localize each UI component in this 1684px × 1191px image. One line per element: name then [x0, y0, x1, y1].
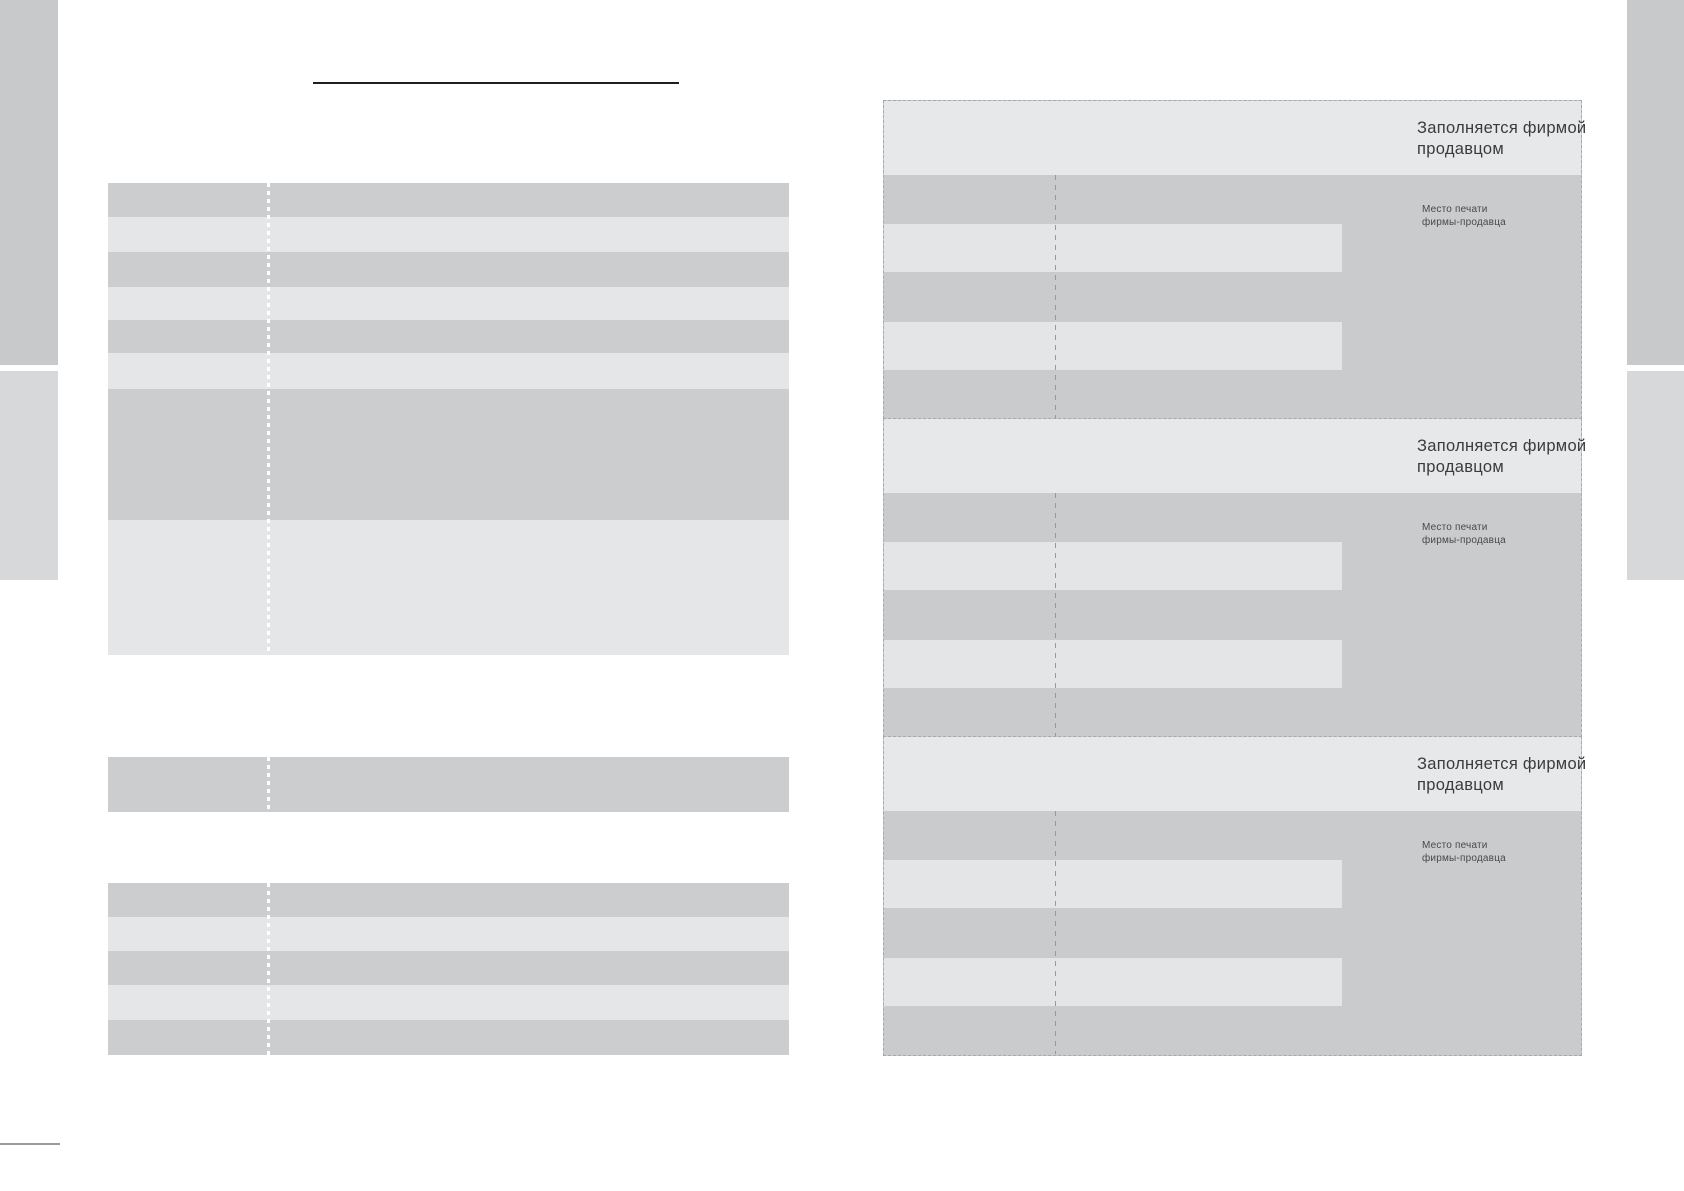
table-row-tall — [108, 520, 789, 655]
coupon-body: Место печати фирмы-продавца — [884, 493, 1581, 736]
title-underline — [313, 82, 679, 84]
table-row — [108, 985, 789, 1020]
table-row-tall — [108, 389, 789, 520]
coupon-blank-field — [884, 640, 1342, 688]
coupon-fill-label: Заполняется фирмой продавцом — [1417, 436, 1586, 478]
coupon-body: Место печати фирмы-продавца — [884, 811, 1581, 1054]
table-row — [108, 883, 789, 917]
stamp-place-label: Место печати фирмы-продавца — [1422, 839, 1506, 865]
stamp-place-label: Место печати фирмы-продавца — [1422, 203, 1506, 229]
right-edge-band-bottom — [1627, 371, 1684, 580]
fill-label-line2: продавцом — [1417, 140, 1504, 158]
coupon-blank-field — [884, 958, 1342, 1006]
table-column-divider — [267, 883, 270, 1055]
table-row — [108, 320, 789, 353]
table-row — [108, 217, 789, 252]
form-table-main — [108, 183, 789, 655]
coupon-header: Заполняется фирмой продавцом — [884, 419, 1586, 493]
table-row — [108, 951, 789, 985]
table-row — [108, 183, 789, 217]
table-row — [108, 287, 789, 320]
coupon-body: Место печати фирмы-продавца — [884, 175, 1581, 418]
coupon-blank-field — [884, 542, 1342, 590]
coupon-fill-label: Заполняется фирмой продавцом — [1417, 118, 1586, 160]
warranty-coupon-1: Заполняется фирмой продавцом Место печат… — [883, 100, 1586, 419]
coupon-header: Заполняется фирмой продавцом — [884, 101, 1586, 175]
table-row — [108, 353, 789, 389]
stamp-label-line1: Место печати — [1422, 204, 1488, 215]
stamp-place-label: Место печати фирмы-продавца — [1422, 521, 1506, 547]
fill-label-line1: Заполняется фирмой — [1417, 437, 1587, 455]
coupon-column-divider — [1055, 175, 1056, 418]
table-row — [108, 1020, 789, 1055]
form-table-single — [108, 757, 789, 812]
fill-label-line2: продавцом — [1417, 776, 1504, 794]
coupon-blank-field — [884, 224, 1342, 272]
fill-label-line1: Заполняется фирмой — [1417, 119, 1587, 137]
stamp-label-line1: Место печати — [1422, 840, 1488, 851]
left-edge-band-top — [0, 0, 58, 365]
coupon-column-divider — [1055, 811, 1056, 1054]
coupon-column-divider — [1055, 493, 1056, 736]
coupon-blank-field — [884, 860, 1342, 908]
fill-label-line1: Заполняется фирмой — [1417, 755, 1587, 773]
fill-label-line2: продавцом — [1417, 458, 1504, 476]
right-edge-band-top — [1627, 0, 1684, 365]
coupon-blank-field — [884, 322, 1342, 370]
table-column-divider — [267, 757, 270, 812]
table-row — [108, 757, 789, 812]
bottom-left-cut-line — [0, 1143, 60, 1145]
table-row — [108, 252, 789, 287]
coupon-fill-label: Заполняется фирмой продавцом — [1417, 754, 1586, 796]
coupon-header: Заполняется фирмой продавцом — [884, 737, 1586, 811]
stamp-label-line2: фирмы-продавца — [1422, 853, 1506, 864]
warranty-coupon-3: Заполняется фирмой продавцом Место печат… — [883, 736, 1586, 1056]
table-column-divider — [267, 183, 270, 655]
stamp-label-line1: Место печати — [1422, 522, 1488, 533]
warranty-coupon-2: Заполняется фирмой продавцом Место печат… — [883, 418, 1586, 737]
form-table-bottom — [108, 883, 789, 1055]
left-edge-band-bottom — [0, 371, 58, 580]
stamp-label-line2: фирмы-продавца — [1422, 217, 1506, 228]
stamp-label-line2: фирмы-продавца — [1422, 535, 1506, 546]
table-row — [108, 917, 789, 951]
